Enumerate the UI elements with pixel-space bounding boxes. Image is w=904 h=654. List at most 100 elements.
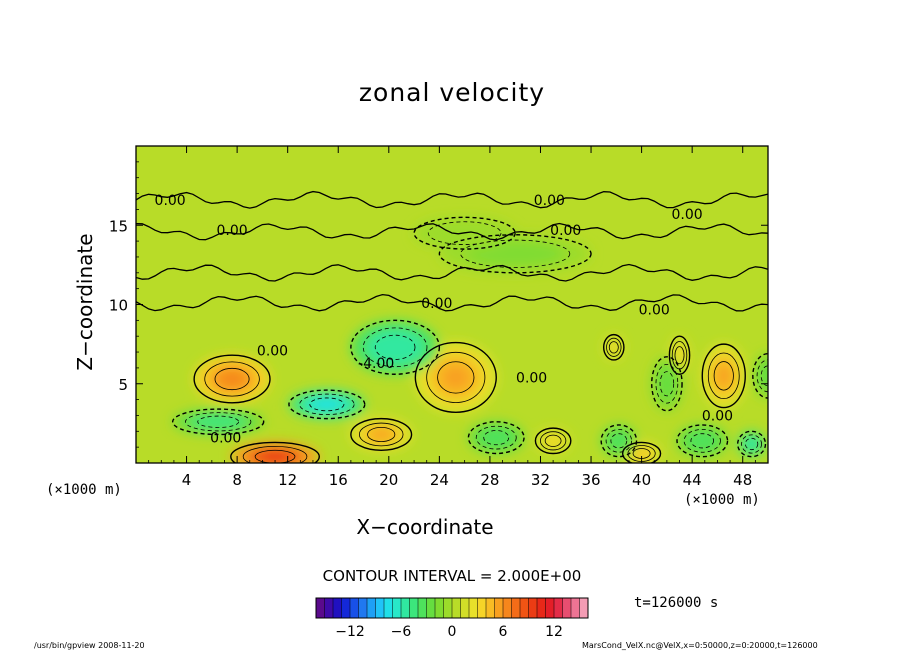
contour-negative	[427, 221, 502, 245]
colorbar-swatch	[401, 598, 410, 618]
colorbar-swatch	[392, 598, 402, 618]
contour-label: 0.00	[702, 408, 733, 424]
colorbar-swatch	[579, 598, 589, 618]
contour-label: 0.00	[210, 431, 241, 447]
contour-label: 0.00	[550, 223, 581, 239]
field-feature-core	[675, 348, 684, 362]
contour-positive	[621, 441, 662, 463]
colorbar-swatch	[537, 598, 546, 618]
field-feature-core	[259, 451, 291, 462]
field-feature-core	[546, 436, 560, 446]
field-feature-core	[716, 364, 732, 387]
colorbar-swatch	[511, 598, 521, 618]
contour-negative	[413, 216, 516, 250]
colorbar-swatch	[486, 598, 495, 618]
contour-label: 0.00	[672, 207, 703, 223]
colorbar-swatch	[350, 598, 359, 618]
colorbar-swatch	[520, 598, 529, 618]
colorbar-swatch	[358, 598, 368, 618]
contour-interval-label: CONTOUR INTERVAL = 2.000E+00	[322, 567, 582, 585]
contour-negative	[610, 433, 628, 449]
contour-negative	[736, 430, 767, 458]
field-feature-core	[218, 370, 246, 388]
contour-zero	[136, 293, 768, 312]
contour-positive	[534, 427, 572, 455]
y-tick-label: 15	[109, 217, 128, 235]
field-feature-core	[612, 435, 626, 447]
colorbar-swatch	[341, 598, 351, 618]
colorbar-swatch	[562, 598, 572, 618]
colorbar-swatch	[571, 598, 580, 618]
x-tick-label: 16	[329, 471, 348, 489]
contour-negative	[651, 356, 683, 412]
contour-positive	[674, 346, 685, 365]
contour-negative	[605, 428, 632, 453]
colorbar-swatch	[375, 598, 385, 618]
contour-label: 0.00	[216, 223, 247, 239]
field-feature-core	[370, 428, 392, 441]
contour-positive	[701, 343, 746, 409]
field-feature-core	[661, 374, 673, 394]
contour-negative	[676, 424, 729, 458]
colorbar-swatch	[409, 598, 419, 618]
field-feature-core	[313, 399, 341, 410]
chart-title: zonal velocity	[358, 78, 546, 107]
field-feature-core	[486, 432, 506, 444]
contour-negative	[659, 371, 675, 397]
colorbar-tick-label: 12	[545, 624, 563, 640]
colorbar-swatch	[367, 598, 376, 618]
x-tick-label: 4	[182, 471, 192, 489]
contour-positive	[230, 441, 320, 463]
field-feature-core	[693, 435, 712, 447]
contour-negative	[288, 389, 366, 420]
colorbar-swatch	[333, 598, 342, 618]
contour-positive	[602, 333, 625, 361]
contour-positive	[214, 367, 250, 391]
field-feature-core	[610, 342, 618, 352]
colorbar-swatch	[494, 598, 504, 618]
contour-label: 0.00	[421, 296, 452, 312]
field-feature-core	[746, 439, 757, 449]
colorbar-tick-label: −6	[391, 624, 412, 640]
time-label: t=126000 s	[634, 595, 719, 611]
y-axis-ticks: 5 10 15	[109, 161, 768, 448]
contour-negative	[438, 234, 592, 274]
contour-positive	[606, 337, 622, 357]
contour-positive	[544, 434, 562, 447]
contour-label: 0.00	[639, 302, 670, 318]
colorbar-tick-label: −12	[335, 624, 365, 640]
contour-zero	[136, 263, 768, 282]
contour-labels: 0.00 0.00 0.00 0.00 0.00 0.00 0.00 0.00 -4.00 0.0…	[155, 193, 733, 447]
contour-negative	[741, 434, 762, 454]
colorbar-swatch	[384, 598, 393, 618]
footer-data-source: MarsCond_VelX.nc@VelX,x=0:50000,z=0:2000…	[582, 641, 818, 650]
contour-positive	[713, 361, 734, 391]
colorbar-frame	[315, 597, 589, 619]
colorbar-swatch	[503, 598, 512, 618]
colorbar-swatch	[545, 598, 555, 618]
contour-negative	[483, 430, 510, 446]
x-tick-label: 40	[632, 471, 651, 489]
contour-negative	[655, 363, 679, 404]
y-tick-label: 10	[109, 297, 128, 315]
x-tick-label: 36	[581, 471, 600, 489]
x-tick-label: 32	[531, 471, 550, 489]
contour-negative	[600, 424, 638, 458]
colorbar-swatch	[426, 598, 436, 618]
footer-program-date: /usr/bin/gpview 2008-11-20	[34, 641, 145, 650]
x-axis-ticks: 4 8 12 16 20 24 28 32 36 40 44 48	[148, 146, 756, 489]
contour-negative	[350, 319, 441, 375]
contour-negative	[184, 412, 252, 432]
field-feature-core	[202, 417, 235, 427]
contour-negative	[475, 425, 517, 450]
contour-positive	[193, 354, 271, 404]
contour-positive	[367, 426, 396, 443]
contour-zero	[136, 190, 768, 209]
colorbar-tick-label: 6	[499, 624, 508, 640]
colorbar-swatch	[418, 598, 427, 618]
x-tick-label: 20	[379, 471, 398, 489]
contour-negative	[171, 408, 265, 436]
contour-negative	[362, 327, 428, 368]
contour-negative	[690, 433, 715, 449]
